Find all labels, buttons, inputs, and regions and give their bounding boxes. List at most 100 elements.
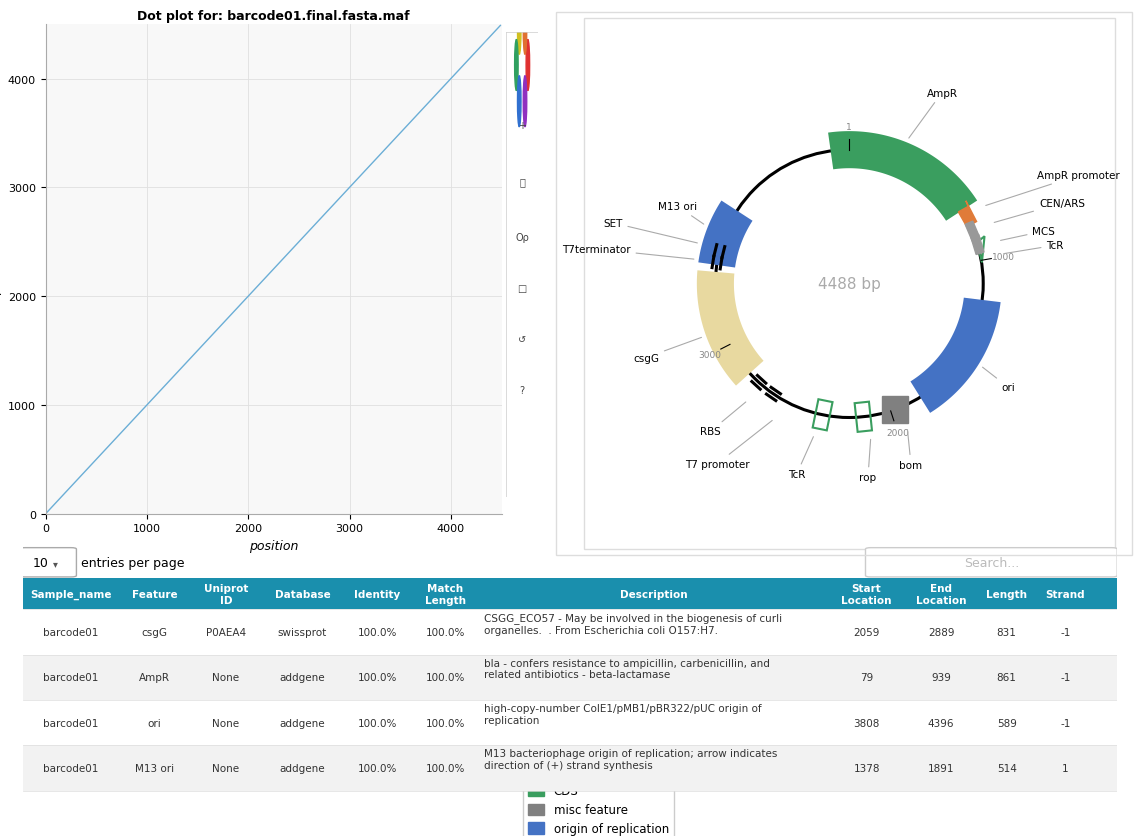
Text: 1378: 1378 [854,763,880,773]
Text: barcode01: barcode01 [43,627,99,637]
Text: barcode01: barcode01 [43,718,99,728]
Bar [23,609,1117,655]
Text: swissprot: swissprot [278,627,327,637]
Polygon shape [959,201,977,227]
Text: Uniprot
ID: Uniprot ID [204,584,249,605]
Text: addgene: addgene [279,763,325,773]
Text: 100.0%: 100.0% [425,718,465,728]
Text: 100.0%: 100.0% [358,763,397,773]
Text: high-copy-number ColE1/pMB1/pBR322/pUC origin of
replication: high-copy-number ColE1/pMB1/pBR322/pUC o… [483,703,762,725]
Text: ⌕: ⌕ [519,177,526,187]
Text: None: None [212,718,239,728]
Bar [23,655,1117,701]
Text: M13 bacteriophage origin of replication; arrow indicates
direction of (+) strand: M13 bacteriophage origin of replication;… [483,748,777,770]
Text: AmpR: AmpR [909,89,958,139]
Text: 100.0%: 100.0% [358,627,397,637]
Text: 3808: 3808 [854,718,880,728]
Text: bom: bom [899,430,922,471]
Text: □: □ [518,283,527,293]
Text: addgene: addgene [279,718,325,728]
Polygon shape [697,271,764,386]
Y-axis label: position: position [0,245,2,294]
Text: 1891: 1891 [928,763,954,773]
Polygon shape [966,222,980,242]
Text: 1: 1 [846,124,853,132]
Text: P0AEA4: P0AEA4 [205,627,246,637]
Text: Match
Length: Match Length [425,584,466,605]
Circle shape [518,4,521,55]
Circle shape [518,77,521,128]
Text: 2889: 2889 [928,627,954,637]
FancyBboxPatch shape [584,18,1115,550]
Text: RBS: RBS [700,402,746,436]
Text: barcode01: barcode01 [43,672,99,682]
Text: csgG: csgG [633,338,701,363]
Text: +: + [518,121,527,131]
Text: Feature: Feature [132,589,178,599]
Text: Description: Description [620,589,689,599]
Text: 514: 514 [996,763,1017,773]
Bar [23,746,1117,791]
Bar [23,579,1117,609]
Polygon shape [828,132,977,222]
Text: None: None [212,672,239,682]
Text: MCS: MCS [1001,227,1056,241]
Circle shape [527,40,530,91]
Text: ▾: ▾ [54,558,58,568]
Text: ?: ? [520,385,524,395]
Text: barcode01: barcode01 [43,763,99,773]
Text: None: None [212,763,239,773]
Text: T7terminator: T7terminator [562,245,694,260]
Text: M13 ori: M13 ori [136,763,174,773]
Text: Database: Database [275,589,331,599]
Text: CSGG_ECO57 - May be involved in the biogenesis of curli
organelles.  . From Esch: CSGG_ECO57 - May be involved in the biog… [483,612,782,635]
Text: Sample_name: Sample_name [30,589,112,599]
Circle shape [514,40,518,91]
Text: 100.0%: 100.0% [358,672,397,682]
Text: 100.0%: 100.0% [425,672,465,682]
Text: Search...: Search... [963,556,1019,569]
FancyBboxPatch shape [865,548,1117,578]
Text: ori: ori [983,368,1016,393]
Text: ↺: ↺ [518,334,527,344]
Polygon shape [911,298,1001,413]
Text: 79: 79 [860,672,873,682]
Text: 589: 589 [996,718,1017,728]
Text: Identity: Identity [355,589,400,599]
Text: 4488 bp: 4488 bp [817,277,881,292]
Text: 10: 10 [32,556,48,569]
Polygon shape [971,235,984,255]
Text: csgG: csgG [141,627,168,637]
Text: AmpR promoter: AmpR promoter [986,171,1119,206]
Text: -1: -1 [1060,627,1070,637]
Text: TcR: TcR [1003,241,1064,254]
Title: Dot plot for: barcode01.final.fasta.maf: Dot plot for: barcode01.final.fasta.maf [137,9,410,23]
Text: TcR: TcR [788,437,814,480]
Text: 100.0%: 100.0% [358,718,397,728]
X-axis label: position: position [249,539,299,553]
Text: 100.0%: 100.0% [425,763,465,773]
Circle shape [523,77,527,128]
Text: addgene: addgene [279,672,325,682]
Text: Strand: Strand [1045,589,1085,599]
Text: 3000: 3000 [699,351,722,359]
Text: 1: 1 [1061,763,1068,773]
Text: bla - confers resistance to ampicillin, carbenicillin, and
related antibiotics -: bla - confers resistance to ampicillin, … [483,658,770,680]
Polygon shape [699,201,752,268]
Circle shape [523,4,527,55]
Text: -1: -1 [1060,672,1070,682]
Text: T7 promoter: T7 promoter [685,421,772,469]
Text: End
Location: End Location [915,584,967,605]
Text: 100.0%: 100.0% [425,627,465,637]
Text: 2000: 2000 [886,429,909,437]
Polygon shape [881,396,909,423]
Text: CEN/ARS: CEN/ARS [994,199,1085,223]
Text: 939: 939 [931,672,951,682]
Bar [23,701,1117,746]
Text: ori: ori [148,718,162,728]
Text: 831: 831 [996,627,1017,637]
Text: 861: 861 [996,672,1017,682]
Legend: CDS, misc feature, origin of replication, promoter, swissprot: CDS, misc feature, origin of replication… [523,780,674,836]
Text: -1: -1 [1060,718,1070,728]
Text: AmpR: AmpR [139,672,170,682]
